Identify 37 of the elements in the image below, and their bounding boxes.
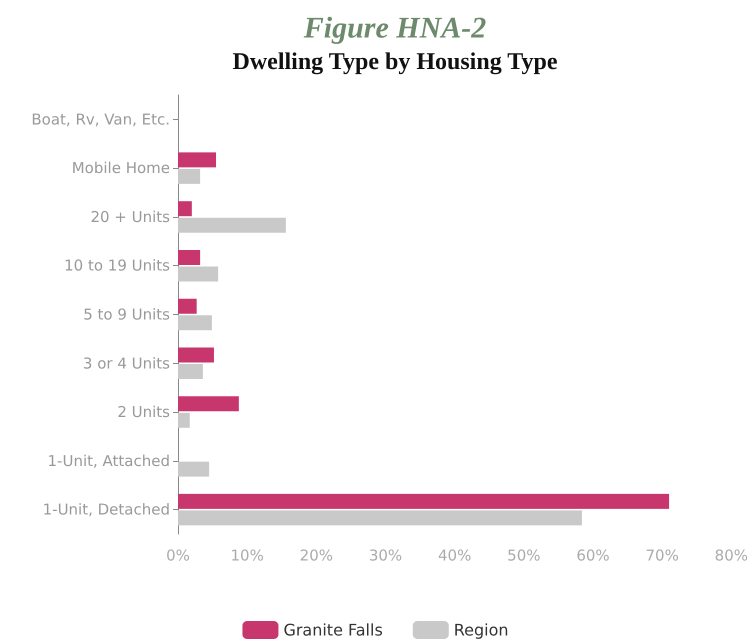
bar bbox=[178, 152, 216, 168]
x-tick-label: 10% bbox=[230, 546, 264, 564]
bar bbox=[178, 168, 200, 184]
bar bbox=[178, 396, 239, 412]
y-tick-label: 5 to 9 Units bbox=[83, 306, 170, 324]
bar bbox=[178, 462, 210, 477]
legend-label: Granite Falls bbox=[283, 620, 383, 640]
x-tick-label: 80% bbox=[714, 546, 748, 564]
y-tick-label: 1-Unit, Detached bbox=[42, 500, 170, 519]
bar bbox=[178, 510, 582, 526]
y-tick-label: 10 to 19 Units bbox=[64, 256, 170, 275]
bar bbox=[178, 315, 212, 330]
x-tick-label: 20% bbox=[300, 546, 334, 564]
x-tick-label: 70% bbox=[645, 546, 679, 564]
bar bbox=[178, 412, 190, 428]
y-tick-label: Mobile Home bbox=[72, 159, 170, 178]
y-tick-label: 1-Unit, Attached bbox=[48, 452, 170, 470]
chart-subtitle: Dwelling Type by Housing Type bbox=[232, 49, 558, 75]
y-tick-label: Boat, Rv, Van, Etc. bbox=[31, 110, 170, 128]
bar bbox=[178, 494, 670, 509]
bar bbox=[178, 266, 218, 282]
bar bbox=[178, 218, 286, 233]
x-tick-label: 40% bbox=[438, 546, 472, 564]
x-tick-label: 30% bbox=[368, 546, 402, 564]
bar bbox=[178, 364, 203, 380]
x-tick-label: 0% bbox=[166, 546, 190, 564]
y-tick-label: 3 or 4 Units bbox=[82, 354, 170, 372]
x-tick-label: 50% bbox=[507, 546, 541, 564]
legend-label: Region bbox=[454, 620, 509, 640]
bar bbox=[178, 348, 214, 363]
bar bbox=[178, 201, 192, 216]
y-tick-label: 20 + Units bbox=[90, 208, 170, 226]
y-tick-label: 2 Units bbox=[117, 403, 170, 422]
bar bbox=[178, 298, 197, 314]
x-tick-label: 60% bbox=[576, 546, 610, 564]
bar bbox=[178, 250, 200, 265]
chart-title: Figure HNA-2 bbox=[302, 12, 486, 44]
